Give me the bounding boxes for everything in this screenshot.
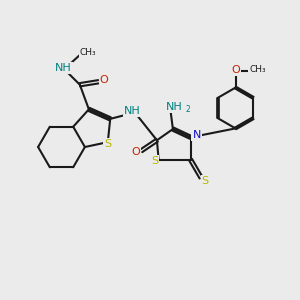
Text: S: S [152,156,159,166]
Text: CH₃: CH₃ [80,48,97,57]
Text: CH₃: CH₃ [249,65,266,74]
Text: S: S [202,176,209,186]
Text: O: O [232,65,241,75]
Text: O: O [132,147,140,157]
Text: N: N [192,130,201,140]
Text: 2: 2 [185,105,190,114]
Text: S: S [104,139,111,149]
Text: NH: NH [124,106,141,116]
Text: O: O [100,75,108,85]
Text: NH: NH [55,63,72,73]
Text: NH: NH [166,103,182,112]
